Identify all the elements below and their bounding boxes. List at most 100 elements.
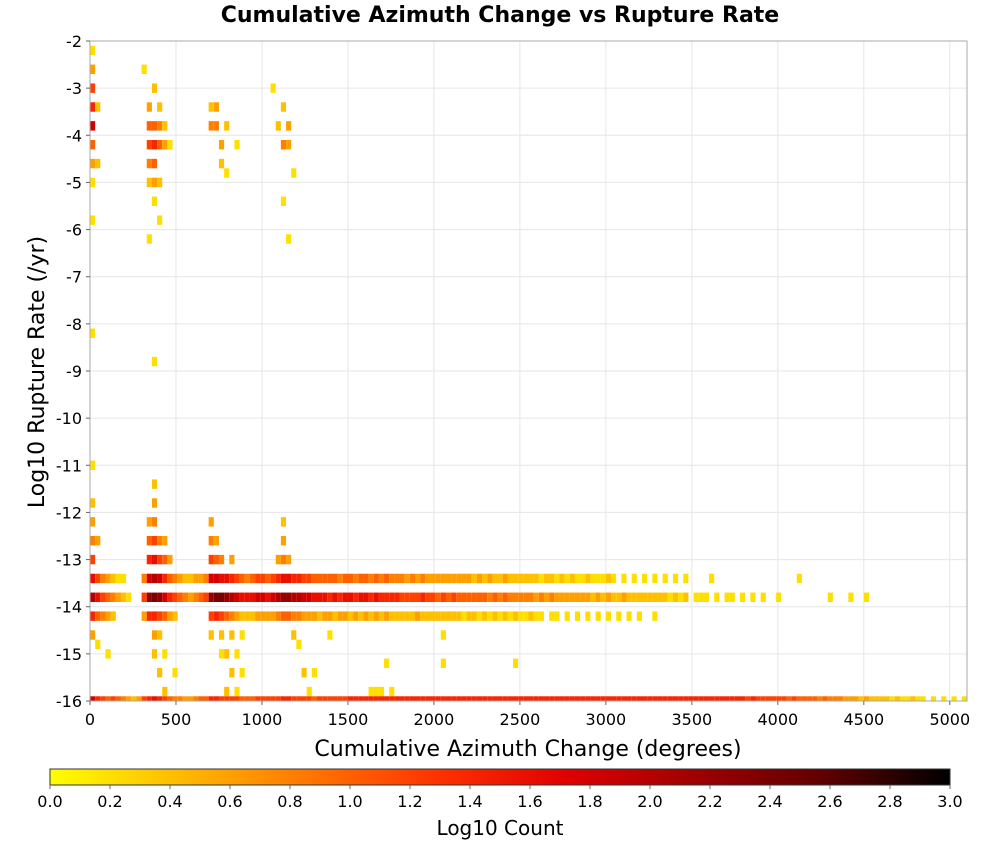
heatmap-cell	[894, 696, 900, 701]
heatmap-cell	[430, 592, 436, 602]
heatmap-cell	[275, 121, 281, 131]
heatmap-cell	[249, 592, 256, 602]
heatmap-cell	[301, 611, 307, 621]
heatmap-cell	[208, 573, 214, 584]
heatmap-cell	[595, 592, 601, 602]
heatmap-cell	[482, 573, 488, 584]
heatmap-cell	[574, 696, 581, 701]
heatmap-cell	[141, 592, 147, 602]
heatmap-cell	[213, 696, 219, 701]
heatmap-cell	[513, 573, 519, 584]
heatmap-cell	[543, 592, 550, 602]
y-tick-label: -6	[66, 221, 82, 240]
heatmap-cell	[151, 83, 158, 93]
heatmap-cell	[440, 611, 446, 621]
heatmap-cell	[384, 573, 390, 584]
heatmap-cell	[286, 140, 292, 150]
heatmap-cell	[662, 696, 668, 701]
heatmap-cell	[678, 696, 684, 701]
heatmap-cell	[415, 573, 421, 584]
heatmap-cell	[213, 102, 219, 112]
heatmap-cell	[337, 611, 343, 621]
heatmap-cell	[208, 696, 214, 701]
heatmap-cell	[208, 102, 214, 112]
heatmap-cell	[157, 696, 163, 701]
heatmap-cell	[652, 696, 658, 701]
heatmap-cell	[445, 611, 452, 621]
heatmap-cell	[301, 668, 307, 678]
colorbar-tick-label: 2.2	[697, 792, 722, 811]
heatmap-cell	[172, 668, 178, 678]
heatmap-cell	[363, 696, 369, 701]
x-tick-label: 1500	[328, 710, 369, 729]
heatmap-cell	[213, 611, 219, 621]
heatmap-cell	[868, 696, 875, 701]
heatmap-cell	[776, 592, 782, 602]
heatmap-cell	[151, 121, 158, 131]
heatmap-cell	[141, 64, 147, 74]
heatmap-cell	[95, 639, 101, 650]
heatmap-cell	[482, 611, 488, 621]
heatmap-cell	[151, 696, 158, 701]
heatmap-cell	[162, 536, 168, 546]
heatmap-cell	[404, 573, 410, 584]
heatmap-cell	[378, 592, 385, 602]
heatmap-cell	[760, 592, 766, 602]
heatmap-cell	[502, 611, 508, 621]
heatmap-cell	[456, 592, 462, 602]
heatmap-cell	[554, 696, 560, 701]
heatmap-cell	[874, 696, 880, 701]
heatmap-cell	[151, 649, 158, 659]
heatmap-cell	[120, 573, 127, 584]
heatmap-cell	[291, 611, 297, 621]
heatmap-cell	[90, 630, 96, 640]
heatmap-cell	[90, 140, 96, 150]
heatmap-cell	[930, 696, 937, 701]
heatmap-cell	[162, 611, 168, 621]
x-tick-label: 3000	[586, 710, 627, 729]
heatmap-cell	[306, 573, 312, 584]
heatmap-cell	[311, 668, 317, 678]
heatmap-cell	[709, 696, 715, 701]
colorbar-tick-label: 3.0	[937, 792, 962, 811]
heatmap-cell	[151, 196, 158, 206]
colorbar-tick-label: 0.0	[37, 792, 62, 811]
colorbar-tick-label: 2.8	[877, 792, 902, 811]
heatmap-cell	[100, 573, 106, 584]
heatmap-cell	[523, 592, 529, 602]
heatmap-cell	[177, 573, 183, 584]
heatmap-cell	[296, 592, 302, 602]
heatmap-cell	[363, 573, 369, 584]
heatmap-cell	[487, 592, 493, 602]
heatmap-cell	[90, 611, 96, 621]
heatmap-cell	[188, 573, 194, 584]
heatmap-cell	[445, 573, 452, 584]
heatmap-cell	[213, 573, 219, 584]
heatmap-cell	[538, 592, 544, 602]
heatmap-cell	[327, 611, 333, 621]
heatmap-cell	[105, 573, 111, 584]
y-tick-label: -10	[56, 409, 82, 428]
y-tick-label: -12	[56, 503, 82, 522]
y-tick-label: -2	[66, 32, 82, 51]
heatmap-cell	[574, 611, 581, 621]
heatmap-cell	[167, 140, 173, 150]
heatmap-cell	[791, 696, 797, 701]
heatmap-cell	[90, 215, 96, 225]
heatmap-cell	[157, 177, 163, 188]
heatmap-cell	[110, 573, 116, 584]
heatmap-cell	[162, 696, 168, 701]
y-tick-label: -8	[66, 315, 82, 334]
heatmap-cell	[760, 696, 766, 701]
heatmap-cell	[549, 696, 555, 701]
heatmap-cell	[884, 696, 890, 701]
heatmap-cell	[244, 573, 250, 584]
heatmap-cell	[461, 611, 467, 621]
heatmap-cell	[286, 121, 292, 131]
heatmap-cell	[208, 554, 214, 565]
heatmap-cell	[95, 696, 101, 701]
heatmap-cell	[229, 554, 235, 565]
heatmap-cell	[90, 573, 96, 584]
heatmap-cell	[420, 573, 426, 584]
x-tick-label: 4500	[843, 710, 884, 729]
